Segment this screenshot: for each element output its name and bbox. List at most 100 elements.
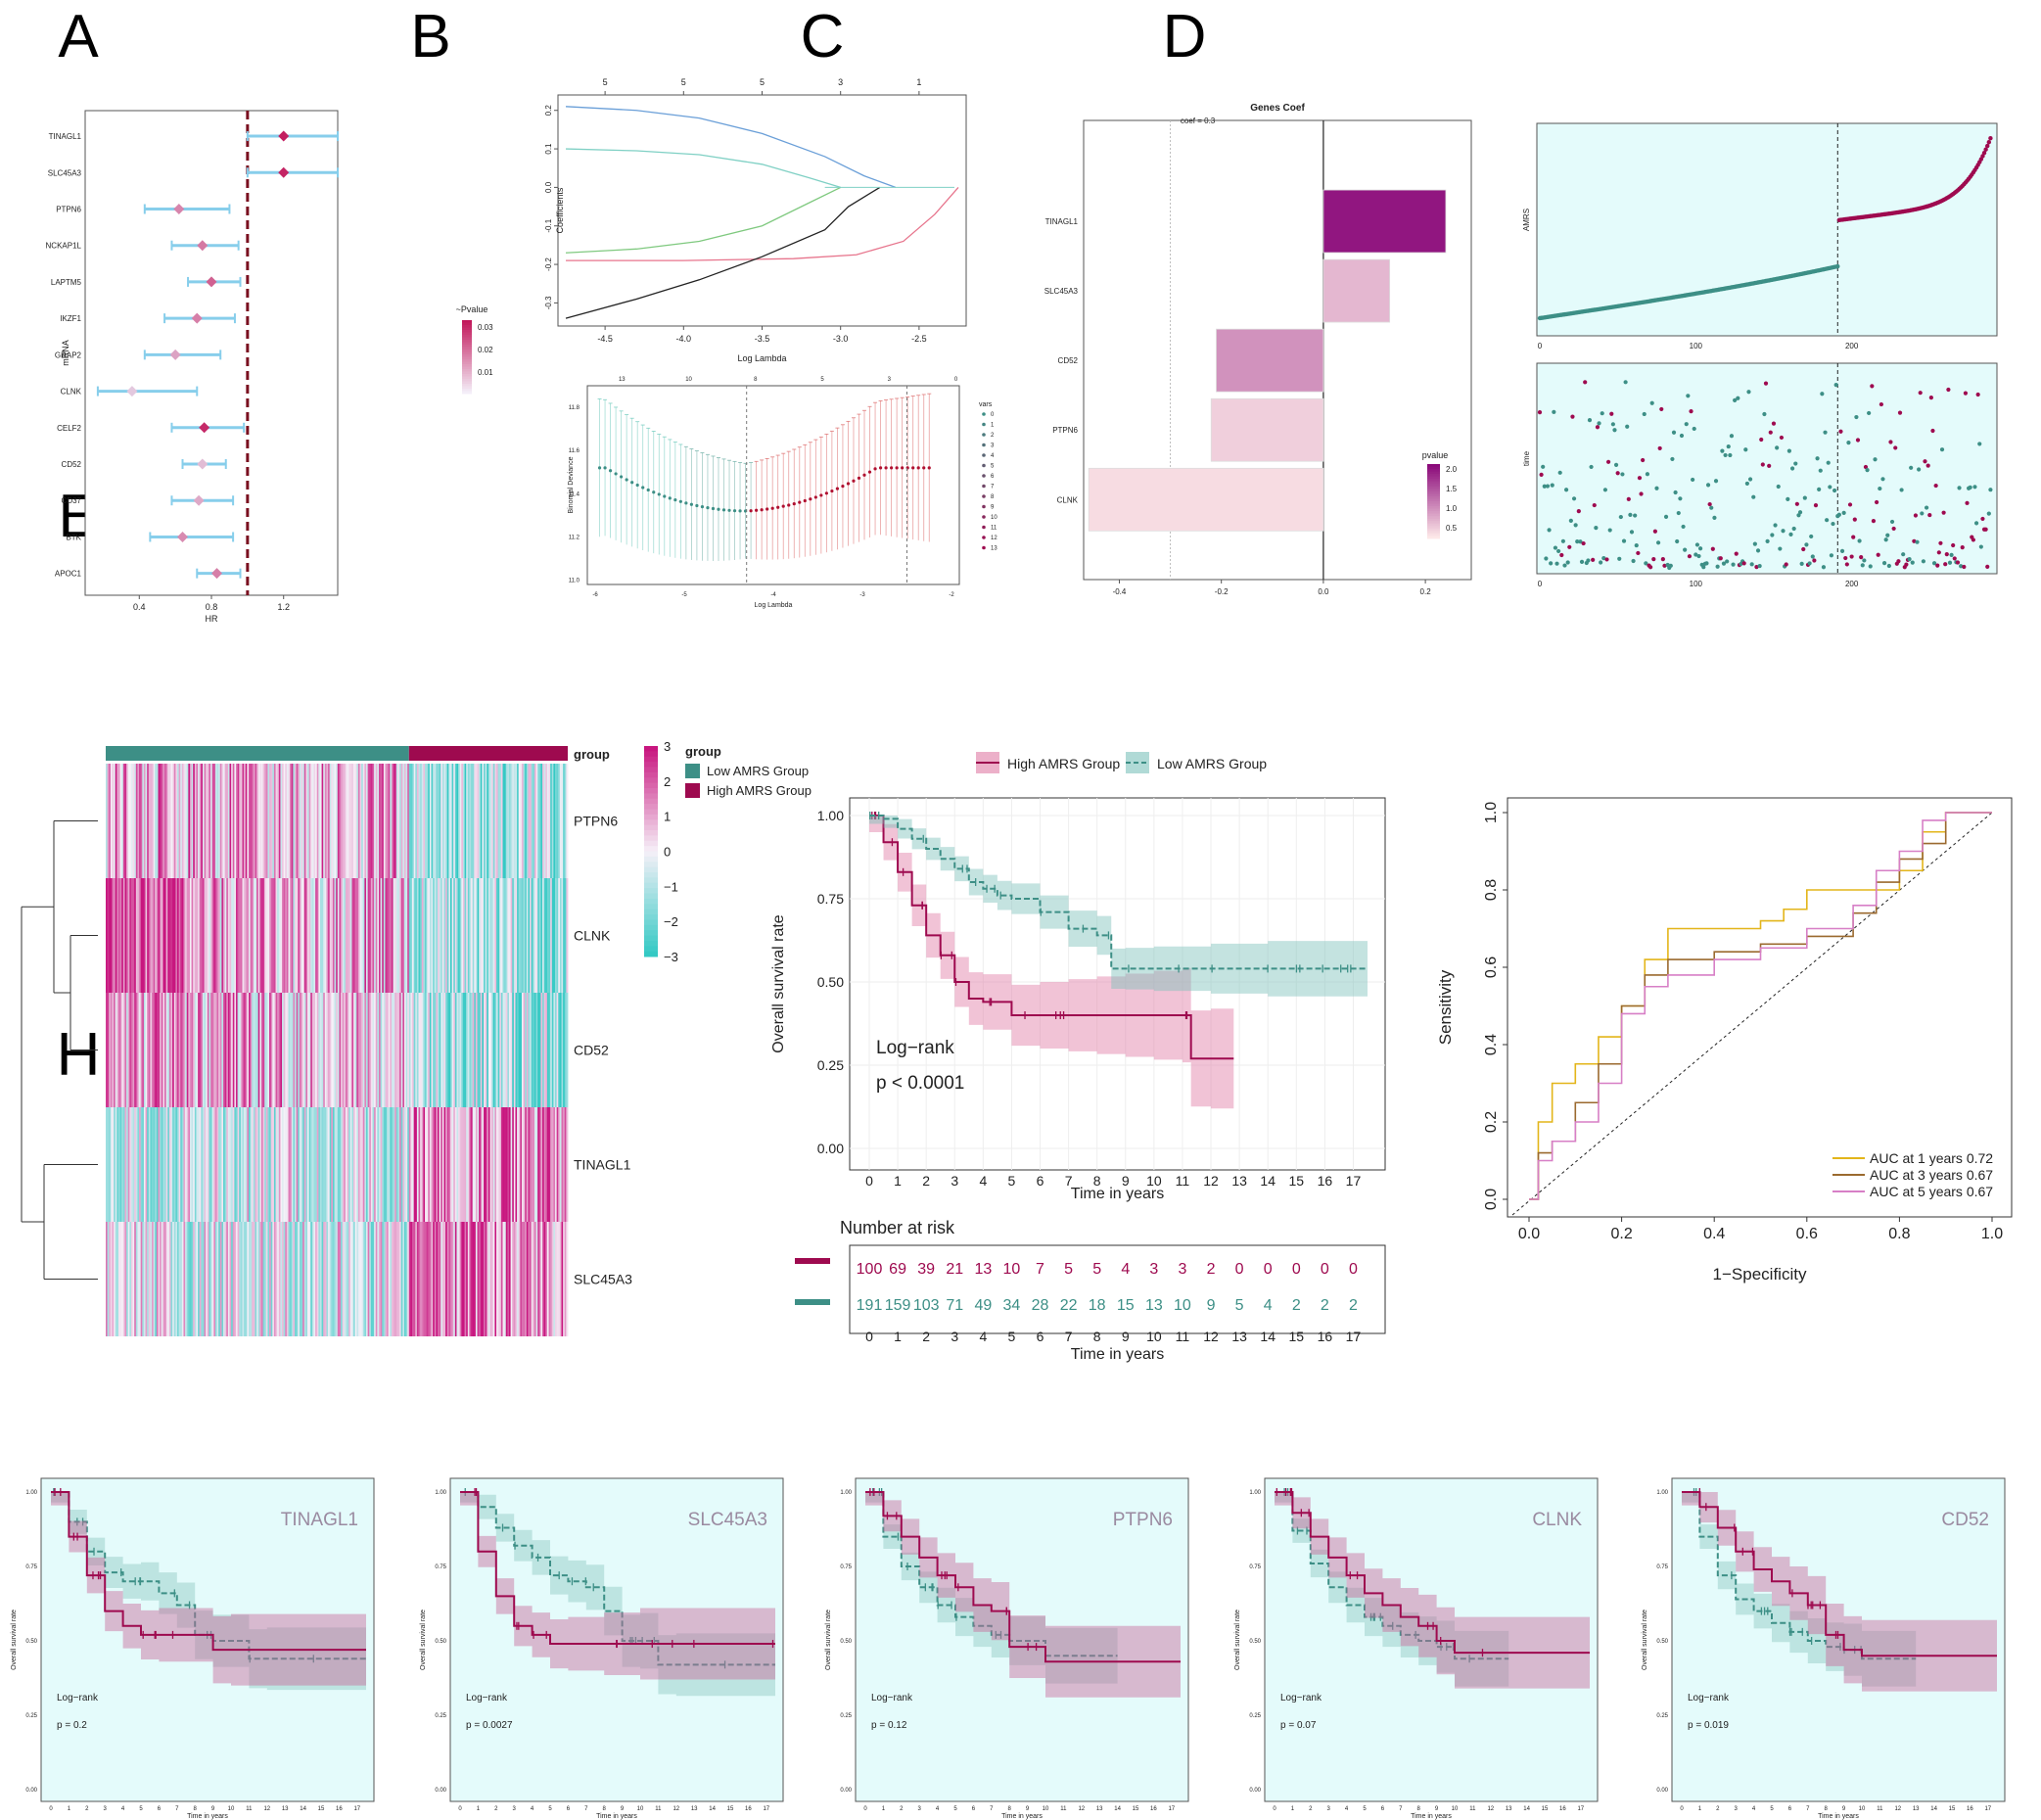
survival-curve [869, 815, 1234, 1060]
confidence-band [869, 816, 1368, 1002]
heatmap-cell [252, 878, 255, 993]
heatmap-cell [423, 764, 426, 878]
legend-title: vars [979, 401, 993, 408]
heatmap-cell [525, 993, 528, 1107]
heatmap-cell [189, 1107, 192, 1222]
x-tick-label: -3.0 [833, 334, 849, 344]
survival-status-point [1605, 459, 1611, 464]
heatmap-cell [380, 993, 383, 1107]
heatmap-cell [508, 993, 512, 1107]
legend-gradient-step [462, 384, 472, 387]
heatmap-cell [153, 993, 156, 1107]
x-tick-label: 0.0 [1518, 1226, 1540, 1242]
heatmap-cell [302, 993, 305, 1107]
x-tick-label: 10 [1043, 1806, 1049, 1812]
x-tick-label: 0.6 [1796, 1226, 1818, 1242]
heatmap-cell [180, 764, 183, 878]
heatmap-cell [110, 1222, 113, 1336]
survival-status-point [1642, 411, 1647, 417]
heatmap-cell [160, 1107, 162, 1222]
heatmap-cell [342, 993, 345, 1107]
heatmap-cell [181, 1222, 184, 1336]
x-tick-label: 1.2 [277, 602, 290, 612]
legend-gradient-step [1427, 503, 1440, 507]
heatmap-cell [431, 1222, 434, 1336]
heatmap-cell [548, 1222, 551, 1336]
heatmap-cell [492, 764, 495, 878]
heatmap-cell [538, 1222, 541, 1336]
scale-gradient-step [644, 946, 658, 953]
heatmap-cell [257, 1107, 260, 1222]
heatmap-cell [160, 993, 162, 1107]
survival-status-point [1776, 484, 1781, 490]
heatmap-cell [164, 764, 167, 878]
heatmap-cell [482, 764, 485, 878]
heatmap-cell [564, 1222, 567, 1336]
heatmap-cell [181, 764, 184, 878]
heatmap-cell [315, 878, 318, 993]
x-tick-label: 17 [1577, 1806, 1584, 1812]
heatmap-cell [523, 764, 526, 878]
heatmap-cell [475, 1107, 478, 1222]
heatmap-cell [540, 993, 543, 1107]
heatmap-cell [278, 878, 281, 993]
top-tick-label: 5 [820, 377, 824, 383]
heatmap-cell [543, 993, 546, 1107]
cv-point [620, 475, 624, 479]
heatmap-cell [399, 878, 402, 993]
heatmap-cell [188, 878, 191, 993]
y-tick-label: 0.6 [1483, 957, 1500, 978]
cv-point [641, 486, 645, 490]
legend-label: 3 [991, 443, 995, 449]
heatmap-cell [328, 878, 331, 993]
heatmap-cell [347, 1107, 349, 1222]
heatmap-cell [375, 764, 378, 878]
heatmap-cell [500, 1222, 503, 1336]
heatmap-cell [116, 878, 119, 993]
heatmap-cell [202, 1222, 205, 1336]
heatmap-cell [310, 764, 313, 878]
heatmap-cell [416, 764, 419, 878]
y-tick-label: -0.2 [544, 257, 553, 271]
plot-frame [1671, 1477, 2006, 1802]
heatmap-cell [494, 993, 497, 1107]
heatmap-cell [250, 878, 253, 993]
scale-gradient-step [644, 804, 658, 810]
heatmap-cell [540, 1222, 543, 1336]
survival-status-point [1554, 561, 1559, 566]
heatmap-cell [437, 1222, 441, 1336]
heatmap-cell [451, 878, 454, 993]
x-tick-label: 0.4 [1703, 1226, 1725, 1242]
heatmap-cell [223, 1222, 226, 1336]
survival-status-point [1691, 477, 1695, 483]
x-tick-label: -3 [859, 592, 865, 598]
legend-gradient-step [462, 332, 472, 336]
heatmap-cell [497, 1107, 500, 1222]
legend-label: AUC at 3 years 0.67 [1870, 1167, 1993, 1183]
heatmap-cell [361, 1107, 364, 1222]
heatmap-cell [119, 993, 122, 1107]
heatmap-cell [232, 993, 235, 1107]
risk-score-point [1983, 147, 1988, 152]
heatmap-cell [140, 1107, 143, 1222]
y-tick-label: -0.1 [544, 218, 553, 232]
heatmap-cell [152, 878, 155, 993]
x-tick-label: 15 [1949, 1806, 1956, 1812]
heatmap-cell [275, 1107, 278, 1222]
heatmap-cell [158, 878, 161, 993]
cv-point [695, 503, 699, 508]
gene-title: CD52 [1941, 1510, 1989, 1530]
heatmap-cell [324, 878, 327, 993]
category-label: CD52 [1058, 356, 1079, 365]
heatmap-cell [399, 764, 402, 878]
y-axis-label: Binomial Deviance [568, 456, 575, 513]
heatmap-cell [382, 878, 385, 993]
heatmap-cell [372, 764, 375, 878]
y-axis-label: Overall survival rate [770, 914, 787, 1052]
heatmap-cell [270, 1107, 273, 1222]
heatmap-cell [191, 1107, 194, 1222]
heatmap-cell [194, 993, 197, 1107]
x-tick-label: 12 [1203, 1173, 1219, 1189]
scale-gradient-step [644, 777, 658, 784]
heatmap-cell [407, 764, 410, 878]
